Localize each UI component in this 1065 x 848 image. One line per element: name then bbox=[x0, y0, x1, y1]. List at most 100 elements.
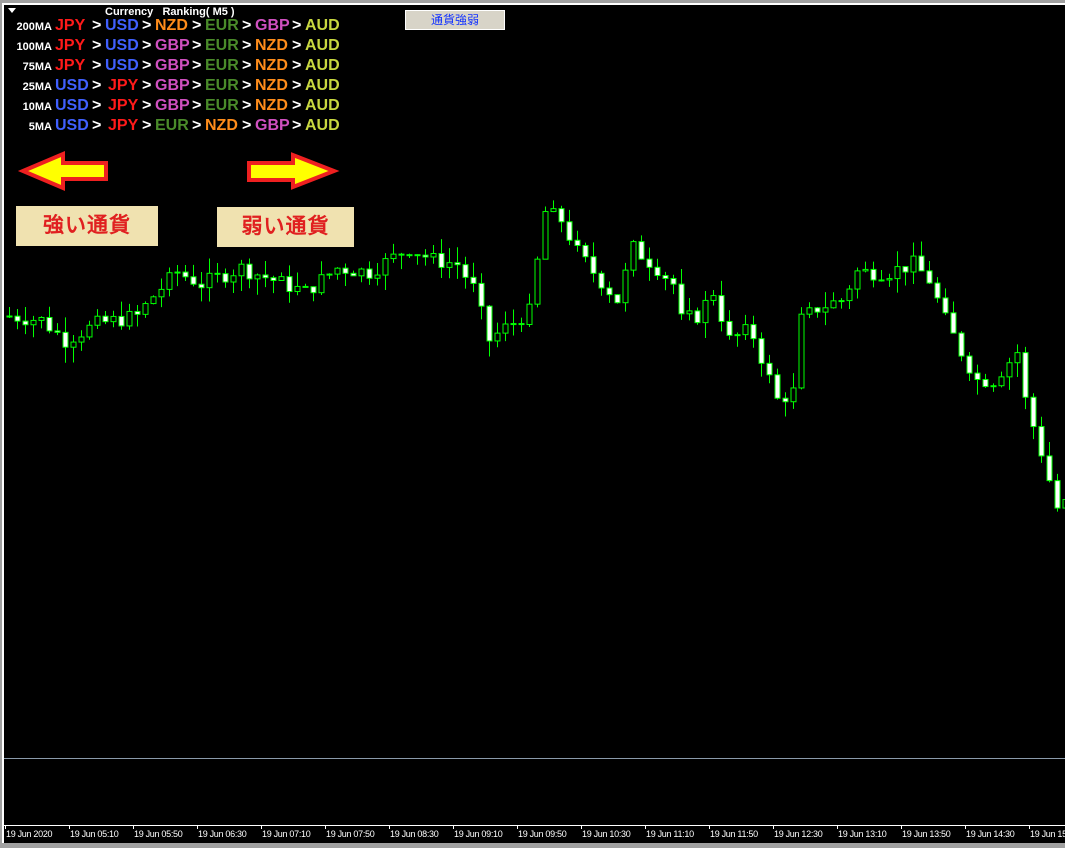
rank-separator: > bbox=[142, 57, 152, 74]
candle bbox=[926, 261, 933, 285]
time-tick bbox=[389, 825, 390, 829]
time-tick bbox=[453, 825, 454, 829]
currency-eur: EUR bbox=[205, 97, 239, 114]
candle bbox=[70, 334, 77, 363]
candle bbox=[142, 301, 149, 318]
candle bbox=[830, 292, 837, 309]
candle-body bbox=[830, 300, 837, 309]
currency-aud: AUD bbox=[305, 17, 340, 34]
candle bbox=[582, 242, 589, 263]
currency-jpy: JPY bbox=[108, 117, 139, 134]
candle bbox=[846, 285, 853, 309]
candle-body bbox=[398, 253, 405, 256]
candle bbox=[150, 295, 157, 305]
candle bbox=[950, 301, 957, 334]
candle bbox=[1022, 346, 1029, 410]
currency-usd: USD bbox=[105, 57, 139, 74]
candle bbox=[86, 320, 93, 340]
candle-body bbox=[390, 253, 397, 260]
candle bbox=[382, 253, 389, 290]
candle-body bbox=[702, 299, 709, 324]
time-label: 19 Jun 11:10 bbox=[646, 829, 694, 839]
candle-body bbox=[790, 387, 797, 403]
currency-jpy: JPY bbox=[108, 97, 139, 114]
time-tick bbox=[197, 825, 198, 829]
candle-body bbox=[30, 319, 37, 326]
candle bbox=[214, 263, 221, 283]
weak-currency-label: 弱い通貨 bbox=[217, 207, 354, 247]
candle-body bbox=[126, 310, 133, 327]
currency-usd: USD bbox=[55, 97, 89, 114]
indicator-menu-triangle-icon[interactable] bbox=[8, 8, 16, 13]
candle bbox=[358, 267, 365, 283]
candle bbox=[406, 253, 413, 259]
currency-strength-button[interactable]: 通貨強弱 bbox=[405, 10, 505, 30]
candle-body bbox=[94, 315, 101, 326]
candle-body bbox=[1054, 480, 1061, 509]
candle-body bbox=[822, 307, 829, 313]
candle bbox=[238, 259, 245, 292]
candle bbox=[30, 315, 37, 338]
candle-body bbox=[518, 323, 525, 326]
candle-body bbox=[478, 282, 485, 307]
right-arrow-icon bbox=[247, 152, 340, 190]
candle-body bbox=[758, 338, 765, 364]
candle bbox=[326, 273, 333, 280]
candle-body bbox=[766, 362, 773, 376]
candle-body bbox=[502, 323, 509, 334]
candle-body bbox=[894, 266, 901, 280]
time-label: 19 Jun 12:30 bbox=[774, 829, 823, 839]
candle bbox=[910, 242, 917, 285]
candle-body bbox=[886, 278, 893, 281]
candle bbox=[62, 317, 69, 363]
candle-body bbox=[494, 332, 501, 342]
candle-body bbox=[902, 266, 909, 273]
strong-currency-label: 強い通貨 bbox=[16, 206, 158, 246]
candle-body bbox=[1062, 499, 1065, 509]
rank-separator: > bbox=[192, 17, 202, 34]
rank-separator: > bbox=[142, 37, 152, 54]
subwindow-separator[interactable] bbox=[4, 758, 1065, 759]
rank-separator: > bbox=[292, 77, 302, 94]
candle bbox=[438, 239, 445, 279]
candle-body bbox=[1030, 396, 1037, 428]
candle bbox=[342, 263, 349, 286]
candle bbox=[838, 298, 845, 309]
candle-body bbox=[622, 269, 629, 304]
time-tick bbox=[517, 825, 518, 829]
time-label: 19 Jun 05:10 bbox=[70, 829, 119, 839]
candle-body bbox=[1038, 426, 1045, 457]
candle bbox=[726, 310, 733, 340]
ma-period-label: 200MA bbox=[16, 21, 52, 33]
rank-separator: > bbox=[242, 37, 252, 54]
time-label: 19 Jun 13:10 bbox=[838, 829, 887, 839]
candle-body bbox=[582, 244, 589, 258]
candle bbox=[958, 331, 965, 362]
candlestick-chart[interactable] bbox=[0, 0, 1065, 760]
indicator-title: Currency Ranking( M5 ) bbox=[105, 6, 235, 18]
candle bbox=[318, 261, 325, 296]
candle-body bbox=[182, 271, 189, 278]
window-frame-left bbox=[0, 0, 2, 848]
currency-eur: EUR bbox=[155, 117, 189, 134]
candle bbox=[462, 256, 469, 289]
currency-jpy: JPY bbox=[108, 77, 139, 94]
candle-body bbox=[134, 310, 141, 315]
rank-separator: > bbox=[242, 17, 252, 34]
candle bbox=[502, 311, 509, 342]
candle-body bbox=[158, 288, 165, 298]
candle bbox=[390, 243, 397, 263]
candle-body bbox=[942, 297, 949, 314]
currency-jpy: JPY bbox=[55, 17, 86, 34]
rank-separator: > bbox=[242, 57, 252, 74]
candle-body bbox=[430, 253, 437, 258]
candle bbox=[182, 265, 189, 282]
candle bbox=[158, 278, 165, 308]
candle-body bbox=[342, 267, 349, 274]
candle bbox=[798, 307, 805, 390]
candle bbox=[998, 371, 1005, 388]
rank-separator: > bbox=[292, 117, 302, 134]
candle bbox=[1054, 473, 1061, 512]
candle-body bbox=[878, 279, 885, 282]
candle bbox=[486, 304, 493, 357]
